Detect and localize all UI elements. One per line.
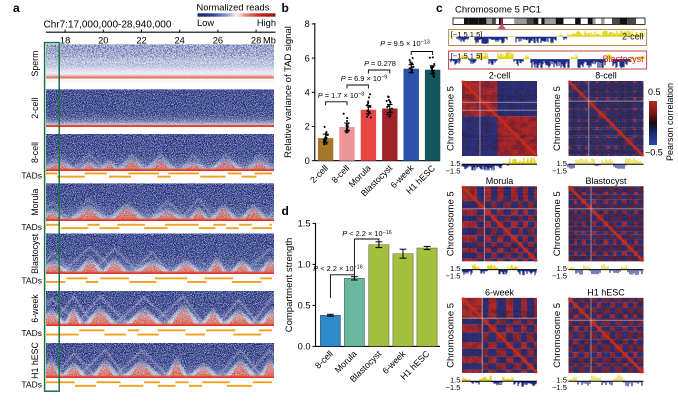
svg-text:2-cell: 2-cell: [489, 71, 511, 81]
svg-text:24: 24: [175, 36, 185, 46]
svg-text:Chromosome 5: Chromosome 5: [446, 86, 457, 151]
svg-text:[−1.5,1.5]: [−1.5,1.5]: [451, 52, 483, 61]
svg-text:1.5: 1.5: [450, 159, 461, 168]
svg-text:Blastocyst: Blastocyst: [585, 176, 627, 186]
svg-text:TADs: TADs: [21, 276, 42, 286]
svg-text:High: High: [257, 18, 276, 28]
svg-text:P = 9.5 × 10−13: P = 9.5 × 10−13: [380, 39, 429, 48]
svg-text:8-cell: 8-cell: [30, 142, 40, 163]
svg-text:−1.5: −1.5: [446, 383, 461, 392]
svg-text:Chromosome 5: Chromosome 5: [552, 191, 563, 256]
svg-text:6: 6: [305, 53, 310, 63]
svg-text:2: 2: [305, 122, 310, 132]
svg-text:H1 hESC: H1 hESC: [30, 342, 40, 379]
svg-text:P < 2.2 × 10−16: P < 2.2 × 10−16: [342, 229, 391, 238]
svg-text:Low: Low: [197, 18, 214, 28]
svg-text:8: 8: [305, 19, 310, 29]
svg-text:Chromosome 5: Chromosome 5: [446, 191, 457, 256]
svg-text:6-week: 6-week: [485, 287, 515, 297]
svg-text:18: 18: [60, 36, 70, 46]
svg-text:2-cell: 2-cell: [622, 31, 644, 41]
svg-text:1.5: 1.5: [450, 264, 461, 273]
svg-text:0.5: 0.5: [298, 301, 311, 311]
svg-text:Relative variance of TAD signa: Relative variance of TAD signal: [283, 26, 294, 158]
svg-text:1.5: 1.5: [450, 376, 461, 385]
svg-text:−1.5: −1.5: [552, 272, 567, 281]
svg-text:−1.5: −1.5: [446, 166, 461, 175]
svg-text:P = 1.7 × 10−8: P = 1.7 × 10−8: [318, 91, 364, 100]
svg-text:2-cell: 2-cell: [30, 98, 40, 119]
svg-text:TADs: TADs: [21, 171, 42, 181]
svg-text:−0.5: −0.5: [645, 148, 663, 158]
svg-text:Pearson correlation: Pearson correlation: [665, 83, 675, 161]
svg-text:Morula: Morula: [30, 189, 40, 216]
svg-text:20: 20: [98, 36, 108, 46]
svg-text:Normalized reads: Normalized reads: [197, 3, 270, 13]
svg-text:Chromosome 5 PC1: Chromosome 5 PC1: [455, 5, 541, 16]
svg-text:Chromosome 5: Chromosome 5: [552, 86, 563, 151]
svg-text:Chromosome 5: Chromosome 5: [552, 303, 563, 368]
svg-text:1.5: 1.5: [556, 264, 567, 273]
svg-text:TADs: TADs: [21, 380, 42, 390]
svg-text:P = 6.9 × 10−9: P = 6.9 × 10−9: [341, 74, 387, 83]
svg-text:8-cell: 8-cell: [595, 71, 617, 81]
svg-text:0.0: 0.0: [298, 342, 311, 352]
svg-text:c: c: [436, 1, 443, 15]
svg-text:TADs: TADs: [21, 222, 42, 232]
svg-text:−1.5: −1.5: [446, 272, 461, 281]
svg-text:b: b: [282, 1, 289, 15]
svg-text:Chr7:17,000,000-28,940,000: Chr7:17,000,000-28,940,000: [44, 20, 172, 31]
svg-text:4: 4: [305, 88, 310, 98]
svg-text:6-week: 6-week: [30, 294, 40, 323]
svg-text:0.5: 0.5: [648, 87, 661, 97]
svg-text:H1 hESC: H1 hESC: [587, 287, 625, 297]
svg-text:−1.5: −1.5: [552, 166, 567, 175]
svg-text:1.5: 1.5: [298, 219, 311, 229]
svg-text:26: 26: [213, 36, 223, 46]
svg-text:Compartment strength: Compartment strength: [284, 238, 295, 333]
svg-text:d: d: [282, 204, 289, 218]
svg-text:Chromosome 5: Chromosome 5: [446, 303, 457, 368]
svg-text:P = 0.278: P = 0.278: [364, 59, 396, 68]
svg-text:0: 0: [305, 156, 310, 166]
svg-text:1.5: 1.5: [556, 159, 567, 168]
svg-text:[−1.5,1.5]: [−1.5,1.5]: [451, 30, 483, 39]
svg-text:Blastocyst: Blastocyst: [30, 233, 40, 274]
svg-text:Sperm: Sperm: [30, 51, 40, 77]
svg-text:28: 28: [251, 36, 261, 46]
svg-text:a: a: [13, 1, 20, 15]
svg-text:Blastocyst: Blastocyst: [603, 54, 645, 64]
svg-text:22: 22: [136, 36, 146, 46]
svg-text:1.5: 1.5: [556, 376, 567, 385]
svg-text:−1.5: −1.5: [552, 383, 567, 392]
svg-text:Morula: Morula: [486, 176, 514, 186]
svg-text:1.0: 1.0: [298, 260, 311, 270]
svg-text:TADs: TADs: [21, 328, 42, 338]
svg-text:P < 2.2 × 10−16: P < 2.2 × 10−16: [313, 264, 362, 273]
svg-text:Mb: Mb: [263, 36, 276, 46]
